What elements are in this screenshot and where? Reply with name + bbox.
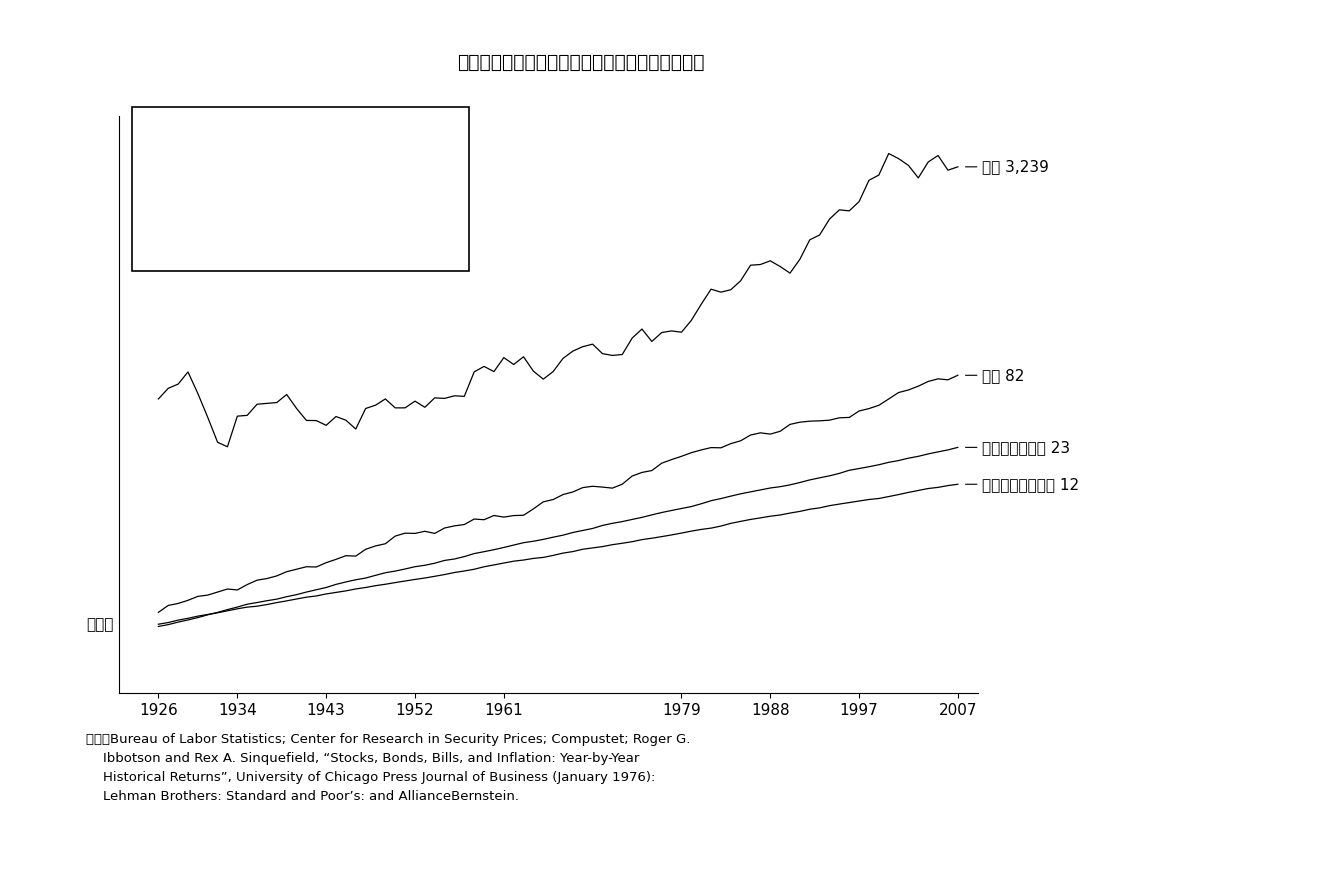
Text: 株式: 株式	[156, 180, 174, 196]
Text: 3.9: 3.9	[419, 228, 443, 244]
Text: 債券: 債券	[156, 204, 174, 220]
Text: 短期財務省証券: 短期財務省証券	[156, 228, 219, 244]
Text: １ドル: １ドル	[87, 618, 114, 633]
Text: 年率リターン: 年率リターン	[209, 122, 263, 137]
Text: インフレーション: インフレーション	[156, 252, 229, 268]
Text: 10.4%: 10.4%	[394, 180, 443, 196]
Text: 債券 82: 債券 82	[966, 368, 1025, 383]
Text: 出所：Bureau of Labor Statistics; Center for Research in Security Prices; Compustet: 出所：Bureau of Labor Statistics; Center fo…	[86, 733, 691, 804]
Text: （1926－2007）: （1926－2007）	[209, 148, 313, 164]
Text: 株式 3,239: 株式 3,239	[966, 159, 1049, 174]
Text: 3.0: 3.0	[419, 252, 443, 268]
Text: 短期財務省証券 23: 短期財務省証券 23	[966, 440, 1070, 455]
Text: 5.5: 5.5	[419, 204, 443, 220]
Text: 図７－１　アメリカ資本市場の投資リターン実績: 図７－１ アメリカ資本市場の投資リターン実績	[457, 52, 705, 72]
Text: インフレーション 12: インフレーション 12	[966, 477, 1079, 492]
